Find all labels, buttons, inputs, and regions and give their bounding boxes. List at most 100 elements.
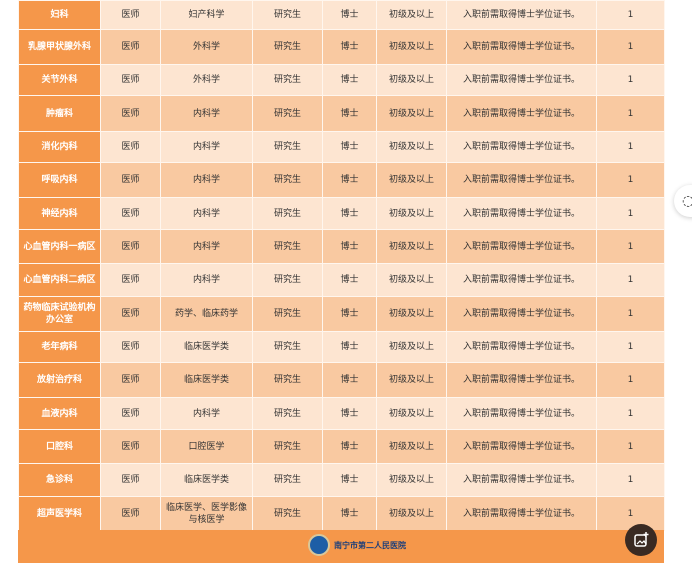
cell-education: 研究生 [252, 229, 323, 264]
cell-count: 1 [596, 197, 665, 230]
cell-note: 入职前需取得博士学位证书。 [446, 29, 597, 65]
cell-count: 1 [596, 496, 665, 531]
cell-note: 入职前需取得博士学位证书。 [446, 131, 597, 163]
cell-education: 研究生 [252, 463, 323, 497]
table-row: 妇科 医师 妇产科学 研究生 博士 初级及以上 入职前需取得博士学位证书。 1 [18, 0, 665, 30]
cell-education: 研究生 [252, 162, 323, 198]
cell-note: 入职前需取得博士学位证书。 [446, 362, 597, 398]
cell-note: 入职前需取得博士学位证书。 [446, 0, 597, 30]
cell-position: 医师 [100, 162, 161, 198]
cell-education: 研究生 [252, 263, 323, 297]
chat-icon: ◌ [682, 193, 692, 209]
cell-title: 初级及以上 [376, 263, 447, 297]
cell-position: 医师 [100, 0, 161, 30]
cell-dept: 药物临床试验机构办公室 [18, 296, 101, 332]
cell-degree: 博士 [322, 296, 377, 332]
cell-title: 初级及以上 [376, 0, 447, 30]
table-row: 关节外科 医师 外科学 研究生 博士 初级及以上 入职前需取得博士学位证书。 1 [18, 64, 665, 96]
cell-count: 1 [596, 296, 665, 332]
cell-note: 入职前需取得博士学位证书。 [446, 263, 597, 297]
table-row: 呼吸内科 医师 内科学 研究生 博士 初级及以上 入职前需取得博士学位证书。 1 [18, 162, 665, 198]
cell-major: 内科学 [160, 397, 253, 430]
cell-dept: 神经内科 [18, 197, 101, 230]
cell-count: 1 [596, 29, 665, 65]
table-row: 消化内科 医师 内科学 研究生 博士 初级及以上 入职前需取得博士学位证书。 1 [18, 131, 665, 163]
cell-major: 临床医学类 [160, 463, 253, 497]
cell-degree: 博士 [322, 229, 377, 264]
cell-education: 研究生 [252, 296, 323, 332]
cell-count: 1 [596, 131, 665, 163]
cell-dept: 超声医学科 [18, 496, 101, 531]
cell-position: 医师 [100, 95, 161, 132]
cell-degree: 博士 [322, 362, 377, 398]
table-row: 神经内科 医师 内科学 研究生 博士 初级及以上 入职前需取得博士学位证书。 1 [18, 197, 665, 230]
cell-education: 研究生 [252, 29, 323, 65]
cell-education: 研究生 [252, 197, 323, 230]
cell-education: 研究生 [252, 95, 323, 132]
hospital-logo: 南宁市第二人民医院 [308, 534, 406, 556]
table-row: 超声医学科 医师 临床医学、医学影像与核医学 研究生 博士 初级及以上 入职前需取得博士学位… [18, 496, 665, 531]
cell-note: 入职前需取得博士学位证书。 [446, 197, 597, 230]
side-chat-button[interactable]: ◌ [674, 185, 692, 217]
cell-degree: 博士 [322, 331, 377, 363]
cell-note: 入职前需取得博士学位证书。 [446, 496, 597, 531]
table-row: 乳腺甲状腺外科 医师 外科学 研究生 博士 初级及以上 入职前需取得博士学位证书。 1 [18, 29, 665, 65]
cell-title: 初级及以上 [376, 197, 447, 230]
table-row: 心血管内科二病区 医师 内科学 研究生 博士 初级及以上 入职前需取得博士学位证书。 1 [18, 263, 665, 297]
cell-degree: 博士 [322, 496, 377, 531]
cell-dept: 心血管内科二病区 [18, 263, 101, 297]
table-row: 口腔科 医师 口腔医学 研究生 博士 初级及以上 入职前需取得博士学位证书。 1 [18, 429, 665, 464]
cell-position: 医师 [100, 496, 161, 531]
cell-education: 研究生 [252, 362, 323, 398]
cell-major: 临床医学类 [160, 362, 253, 398]
cell-dept: 呼吸内科 [18, 162, 101, 198]
cell-degree: 博士 [322, 263, 377, 297]
cell-degree: 博士 [322, 95, 377, 132]
cell-dept: 肿瘤科 [18, 95, 101, 132]
cell-note: 入职前需取得博士学位证书。 [446, 64, 597, 96]
cell-position: 医师 [100, 296, 161, 332]
cell-major: 临床医学类 [160, 331, 253, 363]
cell-note: 入职前需取得博士学位证书。 [446, 429, 597, 464]
cell-major: 内科学 [160, 95, 253, 132]
table-row: 老年病科 医师 临床医学类 研究生 博士 初级及以上 入职前需取得博士学位证书。 1 [18, 331, 665, 363]
cell-degree: 博士 [322, 463, 377, 497]
cell-dept: 乳腺甲状腺外科 [18, 29, 101, 65]
cell-major: 妇产科学 [160, 0, 253, 30]
cell-title: 初级及以上 [376, 29, 447, 65]
cell-title: 初级及以上 [376, 463, 447, 497]
table-row: 肿瘤科 医师 内科学 研究生 博士 初级及以上 入职前需取得博士学位证书。 1 [18, 95, 665, 132]
cell-title: 初级及以上 [376, 95, 447, 132]
cell-major: 内科学 [160, 131, 253, 163]
cell-title: 初级及以上 [376, 331, 447, 363]
cell-title: 初级及以上 [376, 229, 447, 264]
cell-degree: 博士 [322, 29, 377, 65]
cell-education: 研究生 [252, 496, 323, 531]
add-image-icon [634, 532, 649, 547]
cell-position: 医师 [100, 429, 161, 464]
cell-education: 研究生 [252, 0, 323, 30]
cell-dept: 关节外科 [18, 64, 101, 96]
cell-title: 初级及以上 [376, 131, 447, 163]
cell-title: 初级及以上 [376, 162, 447, 198]
cell-count: 1 [596, 162, 665, 198]
table-row: 放射治疗科 医师 临床医学类 研究生 博士 初级及以上 入职前需取得博士学位证书。 1 [18, 362, 665, 398]
cell-major: 内科学 [160, 162, 253, 198]
cell-title: 初级及以上 [376, 296, 447, 332]
cell-count: 1 [596, 64, 665, 96]
cell-dept: 老年病科 [18, 331, 101, 363]
cell-count: 1 [596, 263, 665, 297]
footer-banner: 南宁市第二人民医院 [18, 530, 664, 563]
cell-education: 研究生 [252, 64, 323, 96]
cell-position: 医师 [100, 64, 161, 96]
cell-degree: 博士 [322, 197, 377, 230]
cell-degree: 博士 [322, 162, 377, 198]
table-row: 急诊科 医师 临床医学类 研究生 博士 初级及以上 入职前需取得博士学位证书。 1 [18, 463, 665, 497]
cell-dept: 妇科 [18, 0, 101, 30]
cell-position: 医师 [100, 463, 161, 497]
add-image-button[interactable] [625, 524, 657, 556]
cell-title: 初级及以上 [376, 64, 447, 96]
cell-count: 1 [596, 397, 665, 430]
cell-count: 1 [596, 429, 665, 464]
cell-count: 1 [596, 331, 665, 363]
